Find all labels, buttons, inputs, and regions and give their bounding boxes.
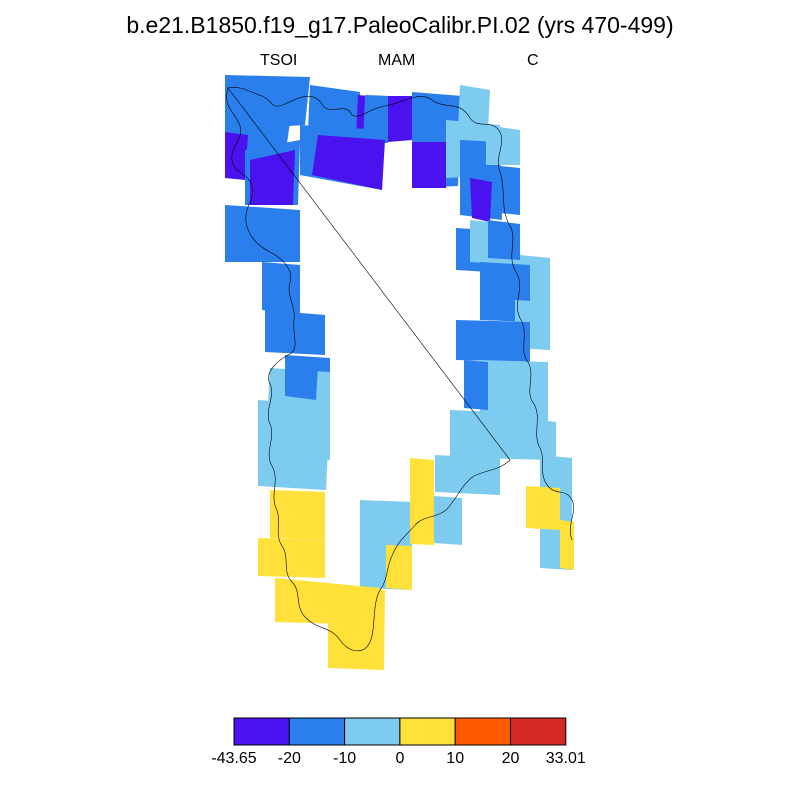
grid-cell — [435, 455, 500, 495]
colorbar-box — [288, 717, 346, 746]
grid-cell — [225, 205, 300, 262]
variable-label: TSOI — [260, 52, 298, 69]
grid-cell — [258, 400, 330, 490]
grid-cell — [285, 362, 318, 400]
grid-cell — [265, 310, 325, 355]
grid-cell — [312, 135, 385, 190]
colorbar-box — [233, 717, 290, 746]
grid-cell — [270, 490, 325, 540]
grid-cell — [470, 178, 492, 222]
colorbar-tick-label: -10 — [333, 750, 357, 767]
colorbar-tick-label: 0 — [395, 750, 405, 767]
grid-cell — [412, 142, 446, 188]
grid-cell — [410, 458, 434, 545]
colorbar-box — [344, 717, 401, 746]
grid-cell — [225, 75, 310, 130]
grid-cell — [464, 360, 488, 410]
grid-cell — [450, 410, 500, 460]
colorbar-box — [454, 717, 512, 746]
colorbar-box — [510, 717, 567, 746]
season-label: MAM — [378, 52, 416, 69]
grid-cell — [388, 96, 412, 142]
units-label: C — [527, 52, 539, 69]
grid-cell — [486, 125, 520, 165]
grid-cell — [386, 545, 412, 590]
map-title: b.e21.B1850.f19_g17.PaleoCalibr.PI.02 (y… — [126, 12, 674, 38]
grid-cell — [250, 150, 295, 205]
colorbar-tick-label: -43.65 — [211, 750, 257, 767]
colorbar-tick-label: 20 — [501, 750, 520, 767]
colorbar-box — [399, 717, 456, 746]
grid-cell — [490, 165, 520, 215]
colorbar-tick-label: 10 — [446, 750, 465, 767]
grid-cell — [225, 132, 248, 180]
grid-cell — [458, 85, 490, 130]
grid-cell — [456, 320, 530, 362]
grid-cell — [308, 85, 360, 135]
colorbar-tick-label: 33.01 — [545, 750, 586, 767]
grid-cell — [526, 486, 560, 530]
grid-cell — [258, 538, 325, 578]
colorbar-tick-label: -20 — [277, 750, 301, 767]
grid-cell — [328, 585, 385, 670]
coastline — [226, 87, 574, 652]
grid-cells — [225, 75, 574, 670]
